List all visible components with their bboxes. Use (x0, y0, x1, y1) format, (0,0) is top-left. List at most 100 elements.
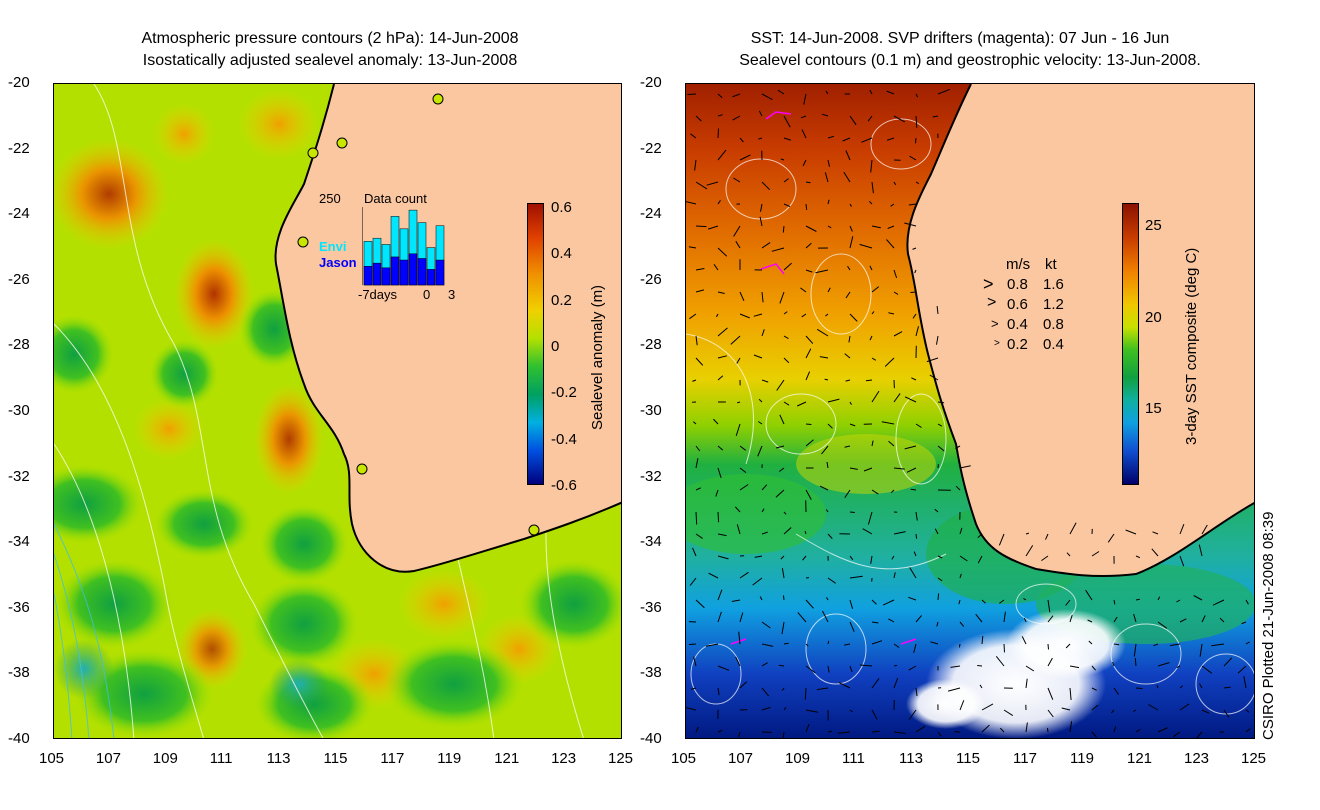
velocity-legend-speed-ms: 0.6 (1007, 296, 1028, 313)
velocity-arrow (1069, 721, 1073, 733)
velocity-arrow (937, 731, 942, 737)
velocity-arrow (904, 222, 917, 227)
x-tick-label: 123 (1184, 750, 1210, 767)
velocity-arrow (826, 597, 829, 601)
velocity-arrow (826, 461, 829, 469)
velocity-arrow (906, 467, 917, 473)
velocity-arrow (805, 489, 812, 500)
velocity-arrow (912, 313, 917, 319)
velocity-arrow (783, 707, 787, 711)
velocity-arrow (869, 89, 873, 95)
velocity-arrow (1245, 709, 1250, 713)
velocity-arrow (717, 555, 729, 560)
velocity-arrow (739, 291, 745, 302)
velocity-arrow (845, 291, 851, 299)
velocity-arrow (871, 440, 874, 447)
inset-series-envi: Envi (319, 239, 347, 254)
velocity-arrow (1025, 665, 1035, 672)
velocity-arrow (694, 159, 697, 171)
velocity-arrow (893, 531, 906, 535)
velocity-arrow (686, 201, 697, 205)
velocity-arrow (908, 665, 917, 671)
sst-cb-tick: 25 (1145, 217, 1162, 234)
velocity-arrow (936, 306, 939, 315)
velocity-arrow (981, 703, 994, 711)
data-count-inset: 250 Data count Envi Jason -7days 0 3 (314, 189, 455, 302)
velocity-arrow (915, 423, 922, 428)
velocity-arrow (981, 599, 986, 604)
right-title-line1: SST: 14-Jun-2008. SVP drifters (magenta)… (750, 30, 1170, 47)
velocity-arrow (1021, 636, 1027, 645)
velocity-arrow (717, 149, 727, 161)
velocity-arrow (752, 577, 763, 586)
velocity-arrow (783, 203, 791, 208)
velocity-arrow (849, 555, 854, 561)
velocity-arrow (805, 242, 812, 249)
velocity-arrow (739, 445, 747, 451)
velocity-arrow (849, 665, 853, 673)
velocity-arrow (871, 489, 879, 495)
velocity-arrow (1113, 687, 1120, 695)
left-title-line1: Atmospheric pressure contours (2 hPa): 1… (141, 30, 519, 47)
velocity-arrow (688, 246, 697, 249)
velocity-arrow (936, 621, 939, 627)
velocity-arrow (695, 115, 702, 122)
velocity-arrow (800, 115, 807, 119)
velocity-arrow (760, 203, 763, 212)
x-tick-label: 105 (39, 750, 65, 767)
velocity-arrow (1201, 709, 1210, 714)
velocity-arrow (1113, 599, 1116, 605)
velocity-arrow (977, 533, 983, 538)
velocity-arrow (1134, 658, 1137, 667)
velocity-arrow (758, 421, 763, 425)
velocity-arrow (1023, 597, 1027, 601)
velocity-arrow (913, 551, 917, 557)
x-tick-label: 111 (209, 750, 233, 767)
velocity-arrow (821, 113, 829, 117)
velocity-arrow (805, 181, 811, 184)
velocity-arrow (1237, 665, 1247, 674)
velocity-arrow (995, 655, 1005, 667)
velocity-legend-speed-ms: 0.4 (1007, 316, 1028, 333)
velocity-arrow (1199, 643, 1203, 657)
velocity-arrow (1195, 731, 1203, 738)
velocity-legend-speed-ms: 0.8 (1007, 276, 1028, 293)
velocity-legend-header-kt: kt (1045, 256, 1057, 273)
velocity-arrow (1047, 599, 1051, 613)
velocity-arrow (1245, 641, 1250, 645)
y-tick-label: -30 (640, 402, 662, 419)
velocity-arrow (692, 379, 697, 382)
velocity-arrow (893, 393, 901, 403)
velocity-arrow (1087, 619, 1093, 623)
velocity-arrow (717, 665, 730, 671)
velocity-arrow (888, 618, 895, 623)
velocity-arrow (761, 508, 765, 513)
velocity-arrow (955, 485, 961, 491)
velocity-arrow (862, 528, 873, 535)
velocity-arrow (915, 181, 920, 185)
velocity-arrow (1047, 657, 1053, 667)
velocity-arrow (735, 423, 741, 437)
velocity-arrow (689, 313, 697, 320)
inset-series-jason: Jason (319, 255, 357, 270)
velocity-arrow (761, 291, 764, 303)
velocity-arrow (865, 379, 873, 382)
velocity-arrow (1153, 643, 1159, 647)
velocity-legend-speed-kt: 1.6 (1043, 276, 1064, 293)
velocity-arrow (1223, 686, 1231, 689)
velocity-arrow (805, 599, 814, 609)
velocity-arrow (827, 730, 833, 733)
velocity-arrow (979, 684, 983, 689)
velocity-arrow (783, 642, 789, 645)
y-tick-label: -40 (640, 730, 662, 747)
y-tick-label: -32 (8, 467, 30, 485)
velocity-arrow (717, 445, 724, 451)
velocity-arrow (1047, 615, 1054, 623)
velocity-arrow (871, 621, 879, 624)
velocity-arrow (739, 484, 749, 491)
velocity-arrow (802, 159, 807, 167)
velocity-arrow (805, 665, 816, 674)
velocity-arrow (782, 225, 785, 233)
velocity-arrow (695, 181, 708, 190)
y-tick-label: -36 (640, 598, 662, 616)
